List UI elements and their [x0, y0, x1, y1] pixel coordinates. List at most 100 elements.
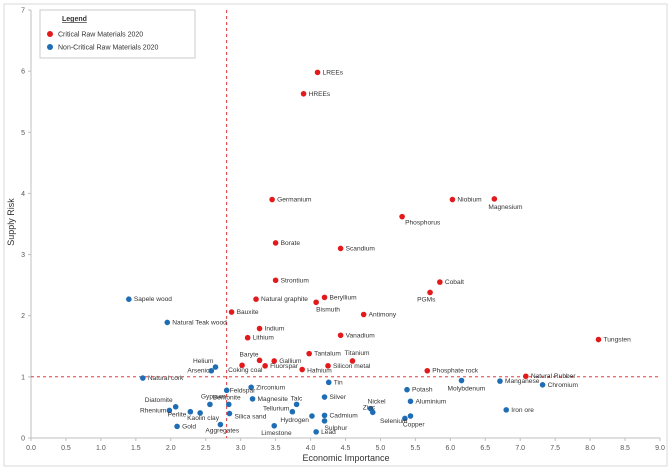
point-label: Manganese: [505, 378, 540, 385]
data-point-strontium: [272, 277, 279, 284]
data-point-feldspar: [223, 387, 230, 394]
point-label: Hafnium: [307, 368, 332, 375]
point-label: Zinc: [363, 404, 376, 411]
legend-title: Legend: [62, 16, 87, 23]
x-tick-label: 7.5: [550, 445, 560, 452]
data-point-antimony: [360, 311, 367, 318]
y-tick-label: 2: [21, 313, 25, 320]
data-point-manganese: [497, 378, 503, 384]
data-point-rhenium: [166, 407, 173, 414]
point-label: Nickel: [368, 399, 386, 406]
data-point-phosphorus: [399, 213, 405, 220]
x-tick-label: 3.0: [236, 445, 246, 452]
y-axis-title: Supply Risk: [6, 198, 16, 246]
point-label: Tin: [334, 379, 343, 386]
data-point-phosphate-rock: [424, 367, 431, 374]
point-label: Magnesite: [258, 396, 289, 403]
data-point-hrees: [300, 90, 307, 97]
data-point-silica-sand: [226, 410, 233, 417]
data-point-aggregates: [217, 421, 224, 428]
point-label: Gold: [182, 423, 196, 430]
data-point-titanium: [349, 358, 356, 364]
data-point-sulphur: [321, 418, 328, 424]
data-point-chromium: [539, 382, 546, 388]
x-tick-label: 0.0: [26, 445, 36, 452]
data-point-vanadium: [337, 332, 344, 339]
point-label: Limestone: [261, 430, 292, 437]
point-labels: LREEs HREEs Germanium Niobium Magnesium Phosp…: [134, 69, 631, 436]
data-point-iron-ore: [503, 407, 510, 413]
point-label: Feldspar: [230, 387, 256, 394]
point-label: Lithium: [253, 335, 275, 342]
point-label: Lead: [321, 429, 336, 436]
data-point-kaolin-clay: [197, 410, 203, 416]
point-label: Silica sand: [234, 414, 266, 421]
point-label: Perlite: [168, 412, 187, 419]
data-point-talc: [293, 401, 300, 408]
data-point-perlite: [187, 408, 194, 415]
data-point-lithium: [244, 334, 251, 341]
legend-label-noncritical: Non-Critical Raw Materials 2020: [58, 45, 158, 52]
data-point-germanium: [269, 196, 275, 203]
point-label: Magnesium: [488, 204, 523, 211]
point-label: Gallium: [279, 358, 302, 365]
x-tick-label: 2.0: [166, 445, 176, 452]
data-point-sapele-wood: [126, 296, 132, 303]
data-point-aluminium: [407, 398, 414, 405]
y-tick-label: 7: [21, 8, 25, 15]
x-tick-label: 4.0: [306, 445, 316, 452]
data-point-scandium: [337, 245, 344, 252]
x-tick-label: 5.5: [411, 445, 421, 452]
data-point-copper: [402, 415, 408, 422]
data-point-zirconium: [248, 384, 254, 391]
point-label: Iron ore: [511, 407, 534, 414]
point-label: Copper: [403, 421, 425, 428]
legend-box: [39, 9, 196, 59]
y-tick-label: 1: [21, 374, 25, 381]
legend: Legend Critical Raw Materials 2020 Non-C…: [39, 9, 196, 59]
y-tick-label: 3: [21, 252, 25, 259]
data-point-bismuth: [313, 299, 319, 306]
data-point-gypsum: [207, 401, 213, 408]
point-label: Natural cork: [148, 375, 184, 382]
data-point-bentonite: [225, 401, 232, 408]
data-point-tellurium: [289, 408, 296, 415]
point-label: Chromium: [548, 382, 579, 389]
data-point-coking-coal: [239, 362, 245, 369]
x-tick-label: 7.0: [515, 445, 525, 452]
point-label: Cadmium: [330, 412, 359, 419]
point-label: Indium: [265, 326, 285, 333]
point-label: Sapele wood: [134, 296, 172, 303]
point-label: Silicon metal: [333, 363, 371, 370]
point-label: Rhenium: [140, 407, 167, 414]
point-label: Selenium: [380, 418, 408, 425]
point-label: Talc: [291, 395, 303, 402]
x-tick-label: 9.0: [655, 445, 665, 452]
x-tick-label: 6.0: [445, 445, 455, 452]
data-point-tin: [325, 379, 332, 386]
point-label: Silver: [330, 394, 347, 401]
x-tick-label: 6.5: [480, 445, 490, 452]
x-tick-label: 8.0: [585, 445, 595, 452]
point-label: Fluorspar: [270, 363, 299, 370]
x-tick-label: 1.0: [96, 445, 106, 452]
point-label: Natural graphite: [261, 296, 308, 303]
legend-marker-critical: [47, 31, 53, 37]
point-label: Bismuth: [316, 306, 340, 313]
point-label: Kaolin clay: [187, 415, 220, 422]
point-label: Natural Teak wood: [172, 319, 227, 326]
data-point-limestone: [271, 422, 278, 429]
data-point-helium: [212, 364, 219, 370]
point-label: HREEs: [309, 91, 331, 98]
data-point-hydrogen: [309, 413, 315, 419]
data-point-natural-rubber: [523, 373, 529, 380]
point-label: Aggregates: [205, 428, 239, 435]
point-label: Sulphur: [325, 425, 349, 432]
point-label: Phosphorus: [405, 220, 441, 227]
axes: 0.0 0.5 1.0 1.5 2.0 2.5 3.0 3.5 4.0 4.5 5.0 5.5 6.0 6…: [21, 8, 665, 453]
y-tick-label: 6: [21, 69, 25, 76]
chart-border: [3, 3, 668, 467]
point-label: Bentonite: [213, 394, 241, 401]
point-label: Bauxite: [237, 309, 259, 316]
